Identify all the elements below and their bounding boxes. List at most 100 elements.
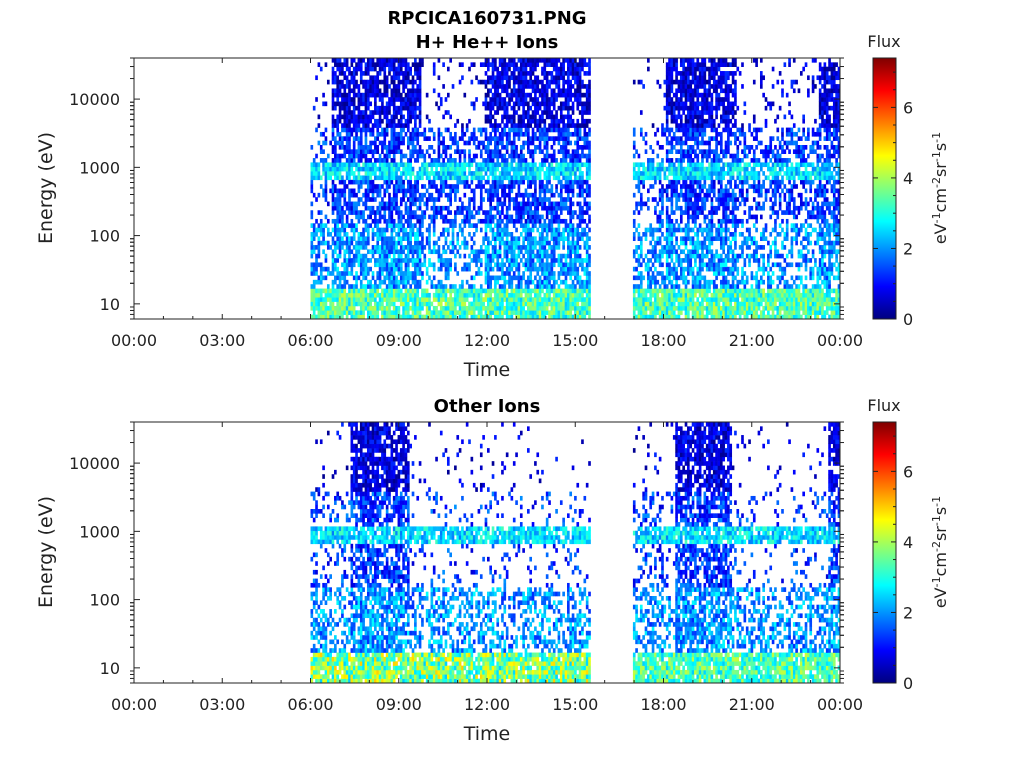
heatmap-cell — [378, 279, 382, 285]
heatmap-cell — [326, 292, 330, 298]
heatmap-cell — [341, 310, 344, 315]
heatmap-cell — [515, 214, 518, 220]
heatmap-cell — [576, 136, 580, 141]
heatmap-cell — [505, 79, 509, 85]
heatmap-cell — [583, 145, 587, 150]
heatmap-cell — [364, 236, 368, 241]
heatmap-cell — [350, 166, 354, 172]
heatmap-cell — [355, 245, 358, 250]
heatmap-cell — [414, 88, 417, 94]
heatmap-cell — [588, 214, 591, 220]
heatmap-cell — [458, 62, 462, 67]
heatmap-cell — [395, 184, 398, 189]
heatmap-cell — [369, 214, 372, 220]
heatmap-cell — [578, 136, 582, 141]
heatmap-cell — [489, 266, 492, 272]
heatmap-cell — [588, 79, 591, 85]
heatmap-cell — [371, 218, 375, 224]
heatmap-cell — [446, 245, 450, 250]
heatmap-cell — [406, 171, 410, 176]
heatmap-cell — [444, 249, 448, 255]
heatmap-cell — [414, 279, 417, 285]
heatmap-cell — [350, 79, 354, 85]
heatmap-cell — [484, 79, 488, 85]
heatmap-cell — [508, 97, 511, 102]
heatmap-cell — [411, 297, 415, 302]
heatmap-cell — [324, 179, 328, 185]
heatmap-cell — [491, 197, 495, 202]
heatmap-cell — [369, 310, 372, 315]
heatmap-cell — [639, 79, 643, 85]
heatmap-cell — [505, 101, 509, 107]
heatmap-cell — [439, 232, 443, 237]
heatmap-cell — [527, 258, 530, 263]
heatmap-cell — [357, 123, 361, 128]
heatmap-cell — [531, 279, 535, 285]
heatmap-cell — [437, 301, 441, 307]
heatmap-cell — [456, 179, 460, 185]
heatmap-cell — [505, 162, 509, 168]
heatmap-cell — [395, 258, 398, 263]
heatmap-cell — [359, 145, 363, 150]
heatmap-cell — [341, 79, 344, 85]
heatmap-cell — [534, 118, 537, 124]
heatmap-cell — [444, 288, 448, 294]
heatmap-cell — [376, 210, 380, 215]
heatmap-cell — [581, 314, 584, 319]
heatmap-cell — [531, 110, 535, 115]
heatmap-cell — [343, 162, 347, 168]
heatmap-cell — [411, 153, 415, 159]
heatmap-cell — [341, 136, 344, 141]
heatmap-cell — [581, 205, 584, 211]
heatmap-cell — [571, 314, 575, 319]
heatmap-cell — [639, 175, 643, 181]
heatmap-cell — [512, 75, 516, 81]
heatmap-cell — [489, 105, 492, 111]
heatmap-cell — [449, 284, 452, 289]
heatmap-cell — [515, 245, 518, 250]
heatmap-cell — [345, 297, 349, 302]
heatmap-cell — [381, 118, 384, 124]
heatmap-cell — [588, 110, 591, 115]
heatmap-cell — [515, 92, 518, 98]
heatmap-cell — [508, 284, 511, 289]
heatmap-cell — [463, 171, 467, 176]
heatmap-cell — [545, 288, 549, 294]
heatmap-cell — [644, 131, 648, 137]
heatmap-cell — [567, 79, 570, 85]
heatmap-cell — [494, 153, 497, 159]
heatmap-cell — [416, 88, 420, 94]
heatmap-cell — [637, 297, 641, 302]
heatmap-cell — [397, 249, 401, 255]
heatmap-cell — [324, 192, 328, 198]
heatmap-cell — [437, 205, 441, 211]
heatmap-cell — [548, 288, 551, 294]
heatmap-cell — [317, 162, 321, 168]
heatmap-cell — [477, 162, 481, 168]
heatmap-cell — [555, 258, 558, 263]
heatmap-cell — [484, 245, 488, 250]
heatmap-cell — [527, 218, 530, 224]
heatmap-cell — [536, 105, 540, 111]
heatmap-cell — [494, 171, 497, 176]
heatmap-cell — [567, 232, 570, 237]
heatmap-cell — [446, 227, 450, 233]
heatmap-cell — [416, 232, 420, 237]
heatmap-cell — [576, 79, 580, 85]
heatmap-cell — [588, 227, 591, 233]
heatmap-cell — [581, 123, 584, 128]
heatmap-cell — [501, 171, 504, 176]
heatmap-cell — [428, 262, 431, 268]
heatmap-cell — [334, 162, 337, 168]
heatmap-cell — [432, 232, 436, 237]
heatmap-cell — [437, 153, 441, 159]
heatmap-cell — [376, 88, 380, 94]
heatmap-cell — [357, 175, 361, 181]
heatmap-cell — [501, 284, 504, 289]
heatmap-cell — [508, 175, 511, 181]
heatmap-cell — [404, 79, 408, 85]
heatmap-cell — [414, 97, 417, 102]
heatmap-cell — [519, 75, 523, 81]
heatmap-cell — [510, 266, 514, 272]
heatmap-cell — [515, 149, 518, 154]
